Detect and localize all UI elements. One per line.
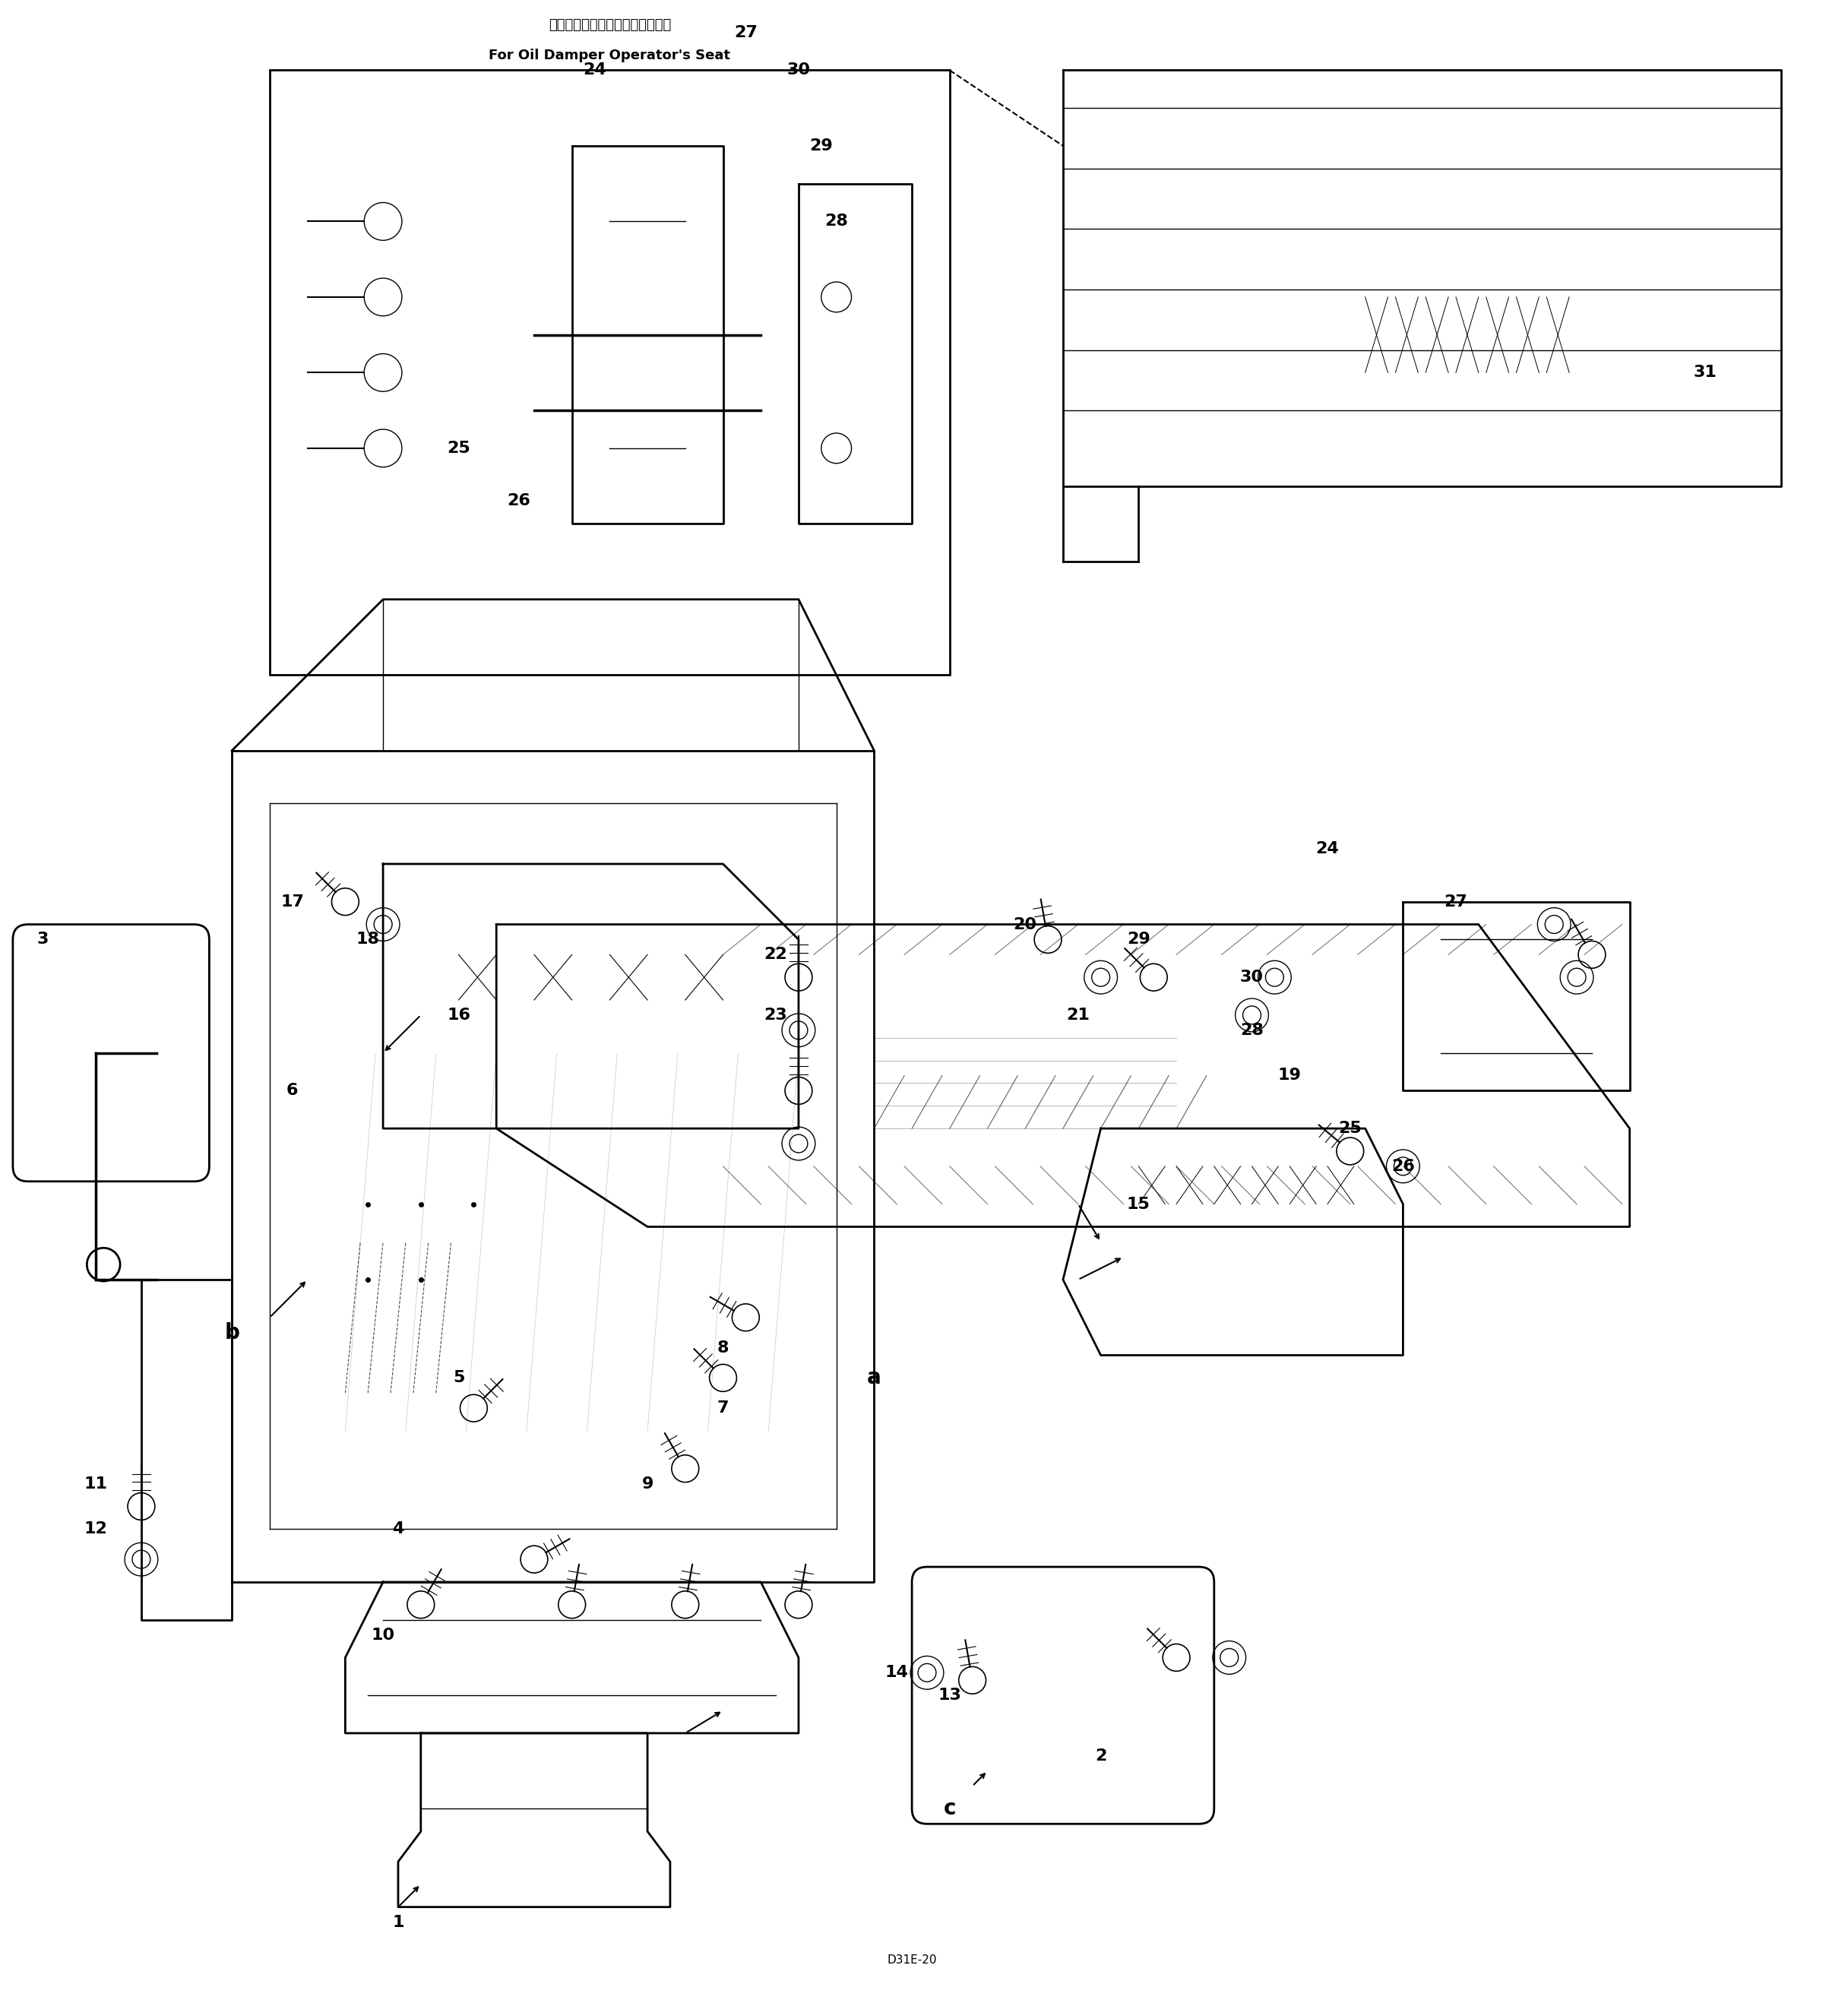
Text: For Oil Damper Operator's Seat: For Oil Damper Operator's Seat — [490, 48, 730, 62]
Text: 25: 25 — [447, 441, 469, 457]
Text: 26: 26 — [508, 493, 530, 509]
Text: 28: 28 — [824, 214, 848, 228]
Text: 6: 6 — [286, 1084, 298, 1098]
Text: 22: 22 — [765, 947, 787, 961]
Text: 5: 5 — [453, 1370, 464, 1386]
Text: 29: 29 — [1127, 931, 1149, 947]
Text: D31E-20: D31E-20 — [887, 1955, 937, 1965]
Text: 29: 29 — [809, 138, 833, 154]
Text: 11: 11 — [85, 1476, 107, 1492]
Text: 30: 30 — [787, 62, 811, 78]
Text: 10: 10 — [371, 1626, 395, 1642]
Text: 14: 14 — [885, 1664, 909, 1681]
Text: 16: 16 — [447, 1008, 471, 1024]
Text: 25: 25 — [1338, 1122, 1362, 1136]
Text: 18: 18 — [357, 931, 379, 947]
Text: 30: 30 — [1240, 969, 1264, 985]
Text: 1: 1 — [392, 1915, 405, 1929]
Text: 15: 15 — [1127, 1196, 1149, 1212]
Text: 28: 28 — [1240, 1024, 1264, 1038]
Text: 23: 23 — [765, 1008, 787, 1024]
Text: 13: 13 — [939, 1689, 961, 1703]
FancyBboxPatch shape — [13, 925, 209, 1182]
Text: 3: 3 — [37, 931, 48, 947]
Text: 27: 27 — [734, 24, 758, 40]
Text: a: a — [867, 1368, 881, 1388]
Text: b: b — [224, 1322, 240, 1344]
FancyBboxPatch shape — [911, 1566, 1214, 1825]
Text: 7: 7 — [717, 1400, 728, 1416]
Text: 31: 31 — [1693, 365, 1717, 381]
Bar — [270, 70, 950, 675]
Text: 20: 20 — [1013, 917, 1037, 931]
Text: 26: 26 — [1392, 1158, 1416, 1174]
Text: 27: 27 — [1443, 893, 1467, 909]
Text: 24: 24 — [582, 62, 606, 78]
Text: 12: 12 — [85, 1522, 107, 1536]
Text: 4: 4 — [392, 1522, 405, 1536]
Text: 8: 8 — [717, 1340, 728, 1356]
Text: 17: 17 — [281, 893, 305, 909]
Text: c: c — [944, 1799, 955, 1819]
Text: 21: 21 — [1066, 1008, 1090, 1024]
Text: 2: 2 — [1096, 1749, 1107, 1763]
Text: 24: 24 — [1316, 841, 1340, 857]
Text: オイルダンパオペレータシート用: オイルダンパオペレータシート用 — [549, 18, 671, 32]
Text: 9: 9 — [641, 1476, 654, 1492]
Text: 19: 19 — [1279, 1068, 1301, 1084]
